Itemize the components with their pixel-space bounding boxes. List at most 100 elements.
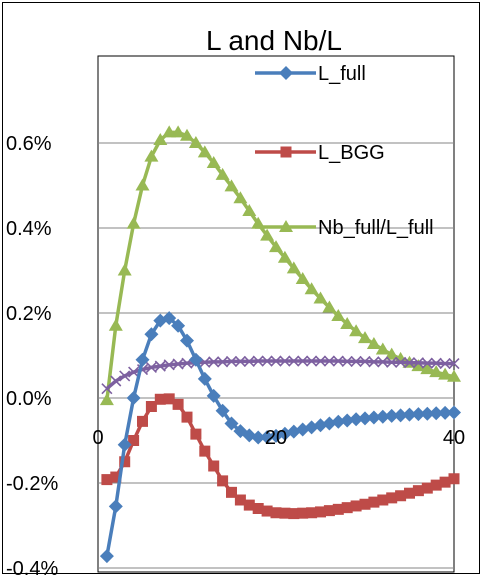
data-point-diamond: [349, 412, 364, 427]
data-point-x: [386, 356, 398, 368]
data-point-x: [225, 355, 238, 368]
data-point-square: [350, 500, 362, 512]
data-point-x: [341, 355, 353, 368]
data-point-triangle: [162, 125, 177, 138]
data-point-triangle: [108, 318, 123, 331]
y-tick-label: -0.4%: [6, 558, 58, 578]
legend-label: L_BGG: [318, 142, 385, 164]
data-point-triangle: [206, 155, 221, 168]
legend: L_full L_BGG Nb_full/L_full: [255, 63, 434, 239]
data-point-square: [332, 503, 344, 515]
x-tick-label: 20: [265, 427, 287, 449]
data-point-diamond: [135, 352, 150, 367]
data-point-x: [208, 356, 220, 368]
data-point-diamond: [420, 406, 435, 421]
data-point-x: [234, 355, 246, 368]
data-point-x: [163, 359, 175, 371]
data-point-square: [341, 502, 353, 514]
data-point-triangle: [153, 133, 168, 146]
data-point-square: [421, 482, 433, 494]
data-point-triangle: [279, 220, 293, 232]
data-point-square: [252, 503, 264, 514]
data-point-triangle: [117, 263, 132, 276]
data-point-x: [110, 375, 122, 387]
data-point-triangle: [411, 359, 426, 372]
data-point-triangle: [215, 167, 230, 180]
data-point-x: [368, 356, 380, 368]
data-point-x: [252, 355, 264, 367]
data-point-square: [306, 507, 318, 519]
data-point-square: [404, 487, 415, 499]
data-point-x: [350, 355, 362, 368]
data-point-x: [359, 355, 371, 368]
data-point-square: [412, 485, 424, 497]
data-point-x: [377, 356, 389, 368]
data-point-triangle: [180, 128, 194, 141]
data-point-diamond: [144, 327, 159, 342]
data-point-square: [377, 494, 389, 506]
data-point-diamond: [313, 418, 328, 433]
data-point-square: [430, 479, 442, 491]
data-point-triangle: [135, 178, 150, 191]
data-point-diamond: [447, 405, 461, 420]
data-point-diamond: [411, 407, 426, 422]
data-point-x: [145, 361, 157, 373]
series-l-bgg: [101, 393, 460, 520]
data-point-triangle: [349, 324, 364, 337]
data-point-x: [119, 370, 131, 382]
data-point-diamond: [108, 499, 123, 514]
series-nb-full-l-full: [99, 125, 461, 406]
data-point-triangle: [277, 250, 292, 263]
data-point-diamond: [331, 414, 346, 429]
y-axis-ticks: -0.4% -0.2% 0.0% 0.2% 0.4% 0.6%: [6, 133, 58, 578]
data-point-diamond: [322, 416, 337, 431]
gridlines: [98, 142, 454, 569]
data-point-diamond: [180, 333, 194, 348]
data-point-square: [217, 475, 229, 487]
data-point-triangle: [126, 216, 141, 229]
data-point-square: [368, 496, 380, 508]
series-line: [105, 359, 454, 390]
data-point-triangle: [295, 272, 310, 284]
data-point-triangle: [99, 393, 114, 406]
data-point-triangle: [375, 342, 390, 355]
data-point-diamond: [162, 311, 177, 326]
data-point-square: [270, 507, 282, 519]
data-point-x: [243, 355, 255, 368]
data-point-square: [448, 473, 460, 485]
legend-entry: L_full: [255, 63, 366, 85]
data-point-triangle: [286, 261, 301, 274]
y-tick-label: 0.6%: [6, 133, 52, 155]
data-point-square: [208, 460, 220, 472]
data-point-square: [234, 494, 246, 506]
legend-label: L_full: [318, 63, 366, 85]
data-point-x: [261, 355, 273, 367]
y-tick-label: 0.0%: [6, 388, 52, 410]
data-point-square: [280, 146, 292, 158]
data-point-diamond: [366, 410, 381, 425]
data-point-square: [199, 445, 211, 457]
data-point-triangle: [144, 149, 159, 162]
data-point-x: [395, 356, 407, 368]
data-point-x: [306, 355, 318, 367]
x-tick-label: 0: [92, 427, 103, 449]
data-point-triangle: [366, 337, 381, 350]
data-point-x: [172, 358, 184, 370]
data-point-diamond: [188, 352, 203, 367]
data-point-square: [119, 456, 131, 468]
legend-entry: Nb_full/L_full: [255, 217, 434, 239]
data-point-diamond: [197, 371, 212, 386]
data-point-square: [154, 393, 166, 405]
data-point-x: [270, 355, 282, 367]
data-point-triangle: [322, 300, 337, 313]
data-point-square: [163, 393, 175, 405]
data-point-x: [217, 356, 229, 368]
data-point-square: [279, 507, 291, 519]
series-l-full: [99, 311, 461, 564]
data-point-diamond: [126, 391, 141, 405]
data-point-x: [154, 360, 166, 372]
data-point-diamond: [438, 405, 453, 420]
data-point-diamond: [171, 318, 186, 333]
data-point-triangle: [358, 331, 372, 344]
